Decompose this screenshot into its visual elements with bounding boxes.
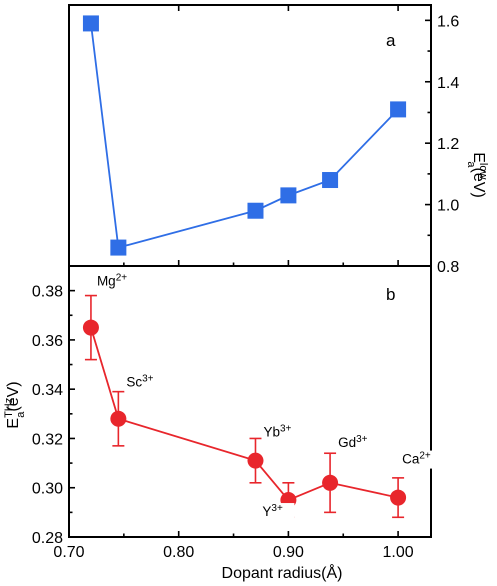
panel-b-x-axis: 0.70 0.80 0.90 1.00: [53, 531, 414, 561]
panel-b-y-tick-label: 0.30: [32, 481, 63, 498]
panel-a-y-label: Elowa(eV): [465, 152, 489, 198]
panel-b-y-tick-label: 0.32: [32, 431, 63, 448]
panel-b-line: [90, 327, 399, 502]
point-label: Sc3+: [126, 373, 153, 390]
panel-b-letter: b: [386, 285, 395, 304]
x-axis-label: Dopant radius(Å): [222, 563, 343, 582]
panel-a-letter: a: [386, 31, 396, 50]
point-label: Yb3+: [263, 423, 291, 440]
panel-a-y-tick-label: 0.8: [437, 259, 459, 276]
panel-a-y-tick-label: 1.0: [437, 198, 459, 215]
panel-b-marker: [110, 410, 127, 427]
panel-b-y-tick-label: 0.34: [32, 382, 63, 399]
panel-b-point-labels: Mg2+ Sc3+ Yb3+ Y3+ Gd3+ Ca2+: [94, 272, 435, 522]
panel-a-marker: [280, 187, 297, 204]
panel-a-y-tick-label: 1.2: [437, 136, 459, 153]
panel-a-y-axis: 0.8 1.0 1.2 1.4 1.6: [425, 13, 459, 276]
point-label: Mg2+: [97, 272, 127, 289]
panel-b: b 0.28 0.30 0.32 0.34 0.36 0.38 0.70 0.80 0.90 1…: [3, 265, 435, 582]
point-label-bg: [261, 423, 296, 442]
panel-b-x-tick-label: 0.90: [273, 544, 304, 561]
panel-b-y-tick-label: 0.28: [32, 530, 63, 547]
panel-a-marker: [247, 202, 264, 219]
point-label-bg: [400, 450, 435, 469]
panel-a-y-tick-label: 1.6: [437, 13, 459, 30]
point-label-bg: [260, 503, 295, 522]
panel-b-y-tick-label: 0.38: [32, 284, 63, 301]
panel-a-frame: [68, 4, 432, 267]
panel-b-series: [82, 294, 407, 519]
panel-b-marker: [82, 319, 99, 336]
panel-a-x-ticks: [68, 5, 399, 266]
panel-a-series: [82, 15, 407, 256]
panel-a-y-tick-label: 1.4: [437, 75, 459, 92]
point-label-bg: [124, 373, 159, 392]
point-label-bg: [94, 272, 129, 291]
panel-a: a 0.8 1.0 1.2 1.4 1.6 Elowa(eV): [68, 4, 489, 276]
panel-b-y-tick-label: 0.36: [32, 333, 63, 350]
panel-b-x-tick-label: 0.70: [53, 544, 84, 561]
point-label-bg: [336, 433, 371, 452]
panel-a-marker: [322, 172, 339, 189]
panel-b-x-tick-label: 0.80: [163, 544, 194, 561]
panel-b-x-tick-label: 1.00: [383, 544, 414, 561]
panel-b-marker: [322, 474, 339, 491]
panel-b-y-axis: 0.28 0.30 0.32 0.34 0.36 0.38: [32, 284, 75, 547]
point-label: Gd3+: [338, 433, 368, 450]
panel-a-marker: [82, 15, 99, 32]
panel-b-y-label: ETHza(eV): [3, 381, 27, 428]
panel-b-frame: [68, 265, 432, 538]
panel-a-marker: [110, 239, 127, 256]
panel-b-marker: [247, 452, 264, 469]
panel-b-marker: [390, 489, 407, 506]
point-label: Y3+: [262, 503, 283, 520]
panel-a-marker: [390, 101, 407, 118]
point-label: Ca2+: [402, 450, 431, 467]
panel-a-line: [90, 23, 399, 249]
